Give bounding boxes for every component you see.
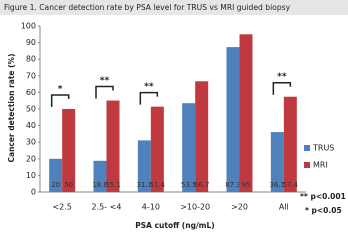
data-label: 55.1: [105, 181, 121, 189]
significance-label: *: [58, 85, 63, 95]
bar: [283, 96, 297, 192]
data-label: 66.7: [194, 181, 210, 189]
x-tick-label: 4-10: [142, 203, 160, 212]
data-label: 57.4: [283, 181, 299, 189]
y-tick-label: 20: [26, 154, 36, 163]
bar: [137, 140, 151, 192]
bar: [150, 106, 164, 192]
data-label: 20: [51, 181, 60, 189]
y-tick-label: 80: [26, 55, 36, 64]
y-tick-label: 50: [26, 105, 36, 114]
bar: [195, 81, 209, 192]
y-tick-label: 0: [31, 188, 36, 197]
significance-label: **: [277, 72, 287, 82]
legend-label: TRUS: [312, 144, 334, 153]
data-label: 87.3: [225, 181, 241, 189]
x-tick-label: >20: [231, 203, 248, 212]
y-tick-label: 100: [21, 22, 36, 31]
legend-label: MRI: [313, 161, 328, 170]
x-axis-title: PSA cutoff (ng/mL): [135, 221, 214, 230]
y-tick-label: 90: [26, 38, 36, 47]
data-label: 36.1: [270, 181, 286, 189]
legend-swatch: [304, 145, 310, 151]
y-tick-label: 40: [26, 121, 36, 130]
x-tick-label: 2.5- <4: [92, 203, 122, 212]
note: ** p<0.001: [300, 192, 346, 201]
x-tick-label: <2.5: [52, 203, 71, 212]
chart-title: Figure 1. Cancer detection rate by PSA l…: [4, 3, 291, 12]
y-tick-label: 70: [26, 71, 36, 80]
y-tick-label: 10: [26, 171, 36, 180]
significance-label: **: [144, 82, 154, 92]
bar: [62, 109, 76, 192]
x-tick-label: All: [279, 203, 289, 212]
x-tick-label: >10-20: [180, 203, 210, 212]
note: * p<0.05: [305, 206, 342, 215]
data-label: 18.8: [92, 181, 108, 189]
y-tick-label: 30: [26, 138, 36, 147]
bar: [93, 160, 107, 192]
y-axis-title: Cancer detection rate (%): [7, 54, 16, 163]
significance-bracket: [272, 81, 292, 95]
bar: [106, 100, 120, 192]
significance-bracket: [50, 94, 70, 107]
data-label: 31.1: [137, 181, 153, 189]
bar: [270, 132, 284, 192]
bar: [49, 158, 63, 192]
data-label: 50: [64, 181, 73, 189]
significance-label: **: [100, 76, 110, 86]
data-label: 95: [242, 181, 251, 189]
data-label: 51.4: [150, 181, 166, 189]
significance-bracket: [95, 85, 114, 99]
bar: [182, 103, 196, 192]
bar: [226, 47, 240, 192]
legend-swatch: [304, 162, 310, 168]
data-label: 53.5: [181, 181, 197, 189]
significance-bracket: [139, 91, 159, 105]
y-tick-label: 60: [26, 88, 36, 97]
title-bar: [0, 0, 348, 15]
bar: [239, 34, 253, 192]
